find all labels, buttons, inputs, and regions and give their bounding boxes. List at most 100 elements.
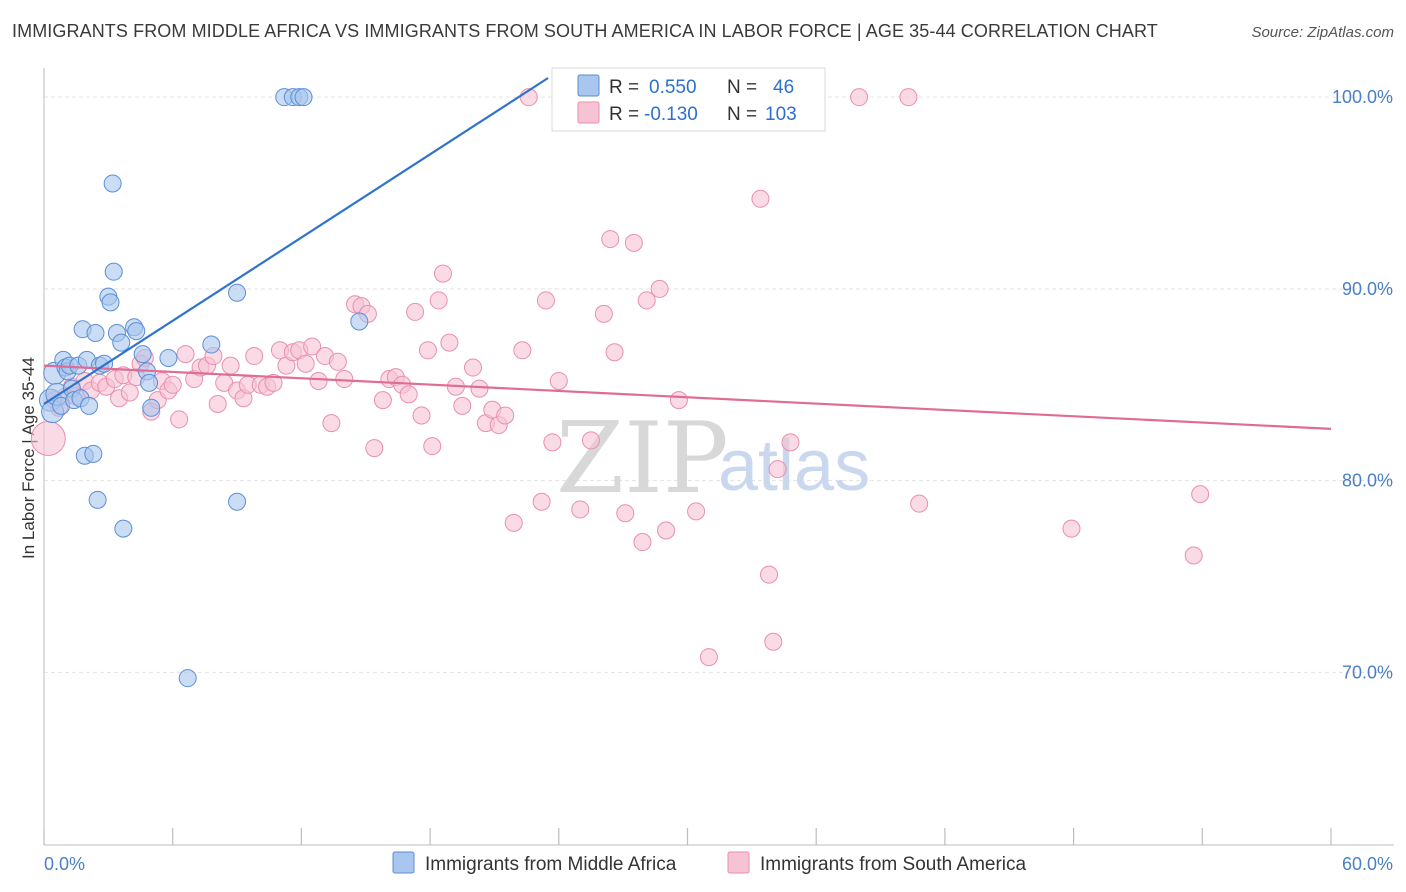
y-tick-label: 70.0%: [1342, 662, 1393, 682]
point-south-america: [423, 437, 442, 456]
trend-line-middle-africa: [43, 77, 549, 405]
point-middle-africa: [228, 492, 247, 511]
point-south-america: [764, 632, 783, 651]
axes: [43, 68, 1394, 846]
legend-swatch-middle-africa: [577, 74, 600, 97]
point-south-america: [1062, 519, 1081, 538]
point-middle-africa: [103, 174, 122, 193]
legend-n-value: 46: [773, 77, 794, 98]
point-south-america: [571, 500, 590, 519]
bottom-legend: Immigrants from Middle Africa Immigrants…: [392, 851, 1027, 875]
bottom-legend-swatch-south-america: [727, 851, 750, 874]
point-south-america: [399, 385, 418, 404]
point-middle-africa: [88, 490, 107, 509]
point-south-america: [440, 333, 459, 352]
point-middle-africa: [101, 293, 120, 312]
bottom-legend-label-south-america: Immigrants from South America: [760, 854, 1027, 875]
y-tick-label: 80.0%: [1342, 471, 1393, 491]
point-south-america: [453, 396, 472, 415]
point-south-america: [899, 88, 918, 107]
point-south-america: [605, 343, 624, 362]
point-middle-africa: [112, 333, 131, 352]
point-south-america: [850, 88, 869, 107]
bottom-legend-swatch-middle-africa: [392, 851, 415, 874]
point-middle-africa: [133, 345, 152, 364]
y-axis-label: In Labor Force | Age 35-44: [19, 357, 38, 559]
watermark: ZIP atlas: [556, 402, 870, 516]
point-middle-africa: [104, 262, 123, 281]
y-tick-label: 90.0%: [1342, 279, 1393, 299]
point-middle-africa: [142, 398, 161, 417]
point-south-america: [303, 337, 322, 356]
point-south-america: [543, 433, 562, 452]
point-south-america: [633, 533, 652, 552]
point-south-america: [470, 379, 489, 398]
point-south-america: [322, 414, 341, 433]
point-south-america: [406, 302, 425, 321]
point-south-america: [532, 492, 551, 511]
x-tick-labels: 0.0% 60.0%: [44, 854, 1393, 874]
watermark-zip: ZIP: [556, 402, 729, 516]
point-south-america: [1191, 485, 1210, 504]
point-south-america: [657, 521, 676, 540]
point-south-america: [616, 504, 635, 523]
point-middle-africa: [114, 519, 133, 538]
point-middle-africa: [202, 335, 221, 354]
point-middle-africa: [127, 322, 146, 341]
point-south-america: [910, 494, 929, 513]
point-south-america: [221, 356, 240, 375]
point-middle-africa: [84, 444, 103, 463]
point-middle-africa: [86, 324, 105, 343]
point-south-america: [464, 358, 482, 377]
legend-r-label: R =: [609, 77, 639, 98]
point-south-america: [751, 189, 770, 208]
x-tick-label: 60.0%: [1342, 854, 1393, 874]
point-south-america: [309, 371, 328, 390]
point-middle-africa: [350, 312, 369, 331]
legend-r-value: 0.550: [649, 77, 697, 98]
point-middle-africa: [294, 88, 313, 107]
point-south-america: [264, 373, 283, 392]
legend-r-value: -0.130: [644, 104, 698, 125]
point-south-america: [245, 347, 264, 366]
chart-title: IMMIGRANTS FROM MIDDLE AFRICA VS IMMIGRA…: [12, 21, 1158, 41]
point-south-america: [296, 354, 315, 373]
legend-swatch-south-america: [577, 101, 600, 124]
point-middle-africa: [140, 373, 159, 392]
series-south-america-points: [30, 88, 1210, 667]
point-south-america: [601, 230, 620, 249]
point-south-america: [429, 291, 448, 310]
point-south-america: [365, 439, 384, 458]
point-south-america: [594, 304, 613, 323]
bottom-legend-label-middle-africa: Immigrants from Middle Africa: [425, 854, 677, 875]
point-middle-africa: [228, 283, 247, 302]
point-south-america: [208, 394, 227, 413]
point-south-america: [170, 410, 189, 429]
point-middle-africa: [80, 396, 99, 415]
point-middle-africa: [178, 669, 197, 688]
trend-line-south-america: [43, 364, 1332, 431]
x-tick-label: 0.0%: [44, 854, 85, 874]
point-south-america: [781, 433, 800, 452]
point-south-america: [120, 383, 139, 402]
point-south-america: [581, 431, 600, 450]
point-south-america: [549, 371, 568, 390]
legend-n-label: N =: [727, 104, 757, 125]
point-south-america: [768, 460, 787, 479]
point-south-america: [328, 352, 347, 371]
point-middle-africa: [159, 348, 178, 367]
point-south-america: [669, 391, 688, 410]
y-tick-labels: 100.0% 90.0% 80.0% 70.0%: [1332, 87, 1393, 682]
point-south-america: [373, 391, 392, 410]
point-south-america: [412, 406, 431, 425]
point-south-america: [30, 420, 66, 456]
point-south-america: [513, 341, 532, 360]
point-south-america: [176, 345, 195, 364]
trend-lines: [43, 77, 1332, 431]
point-south-america: [418, 341, 437, 360]
point-south-america: [496, 406, 515, 425]
legend-n-label: N =: [727, 77, 757, 98]
source-label: Source: ZipAtlas.com: [1251, 24, 1394, 41]
point-south-america: [624, 233, 643, 252]
